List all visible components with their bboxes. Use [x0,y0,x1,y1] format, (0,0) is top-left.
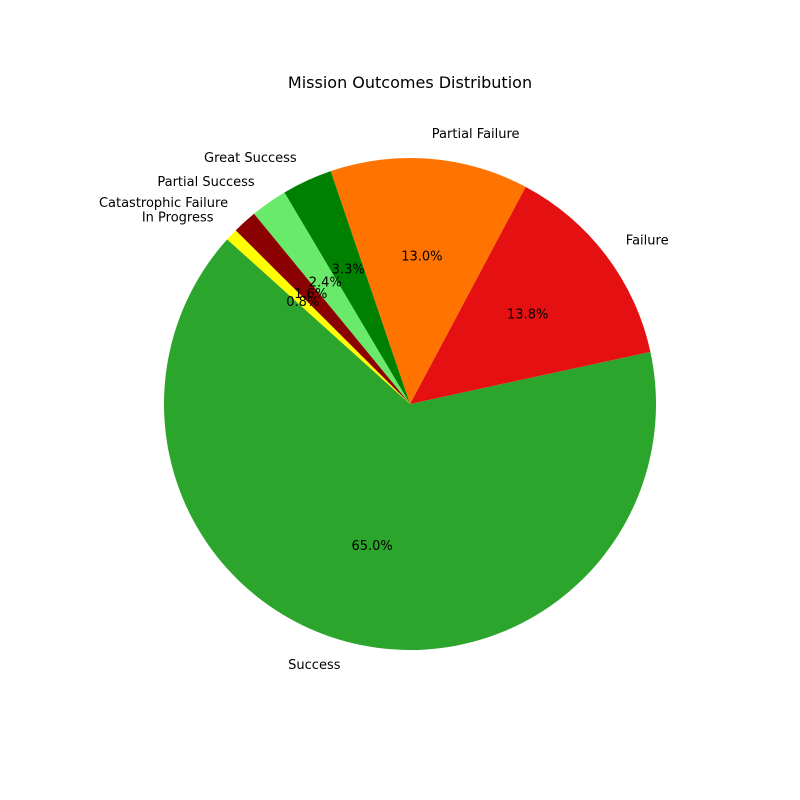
pie-slice-failure [410,186,651,404]
slice-label-great-success: Great Success [204,151,297,166]
slice-label-partial-failure: Partial Failure [432,127,520,142]
pct-label-great-success: 3.3% [332,263,365,278]
chart-title: Mission Outcomes Distribution [288,73,532,92]
slice-label-in-progress: In Progress [142,210,214,225]
pie-slice-in-progress [227,230,410,404]
pie-slice-partial-success [254,192,410,404]
slice-label-success: Success [288,658,341,673]
pct-label-partial-success: 2.4% [309,276,342,291]
slices-layer [163,158,656,651]
pie-slice-partial-failure [330,158,526,404]
pct-label-catastrophic-failure: 1.6% [294,287,327,302]
pct-label-success: 65.0% [351,539,392,554]
pie-slice-success [163,239,656,651]
slice-label-catastrophic-failure: Catastrophic Failure [99,196,228,211]
slice-label-failure: Failure [626,233,669,248]
slice-label-partial-success: Partial Success [157,175,255,190]
pct-label-in-progress: 0.8% [286,295,319,310]
labels-layer: Success 65.0% Failure 13.8% Partial Failure 1… [99,127,669,673]
pct-label-partial-failure: 13.0% [401,249,442,264]
pie-slice-catastrophic-failure [235,213,410,404]
pie-slice-great-success [284,171,410,404]
pct-label-failure: 13.8% [507,308,548,323]
